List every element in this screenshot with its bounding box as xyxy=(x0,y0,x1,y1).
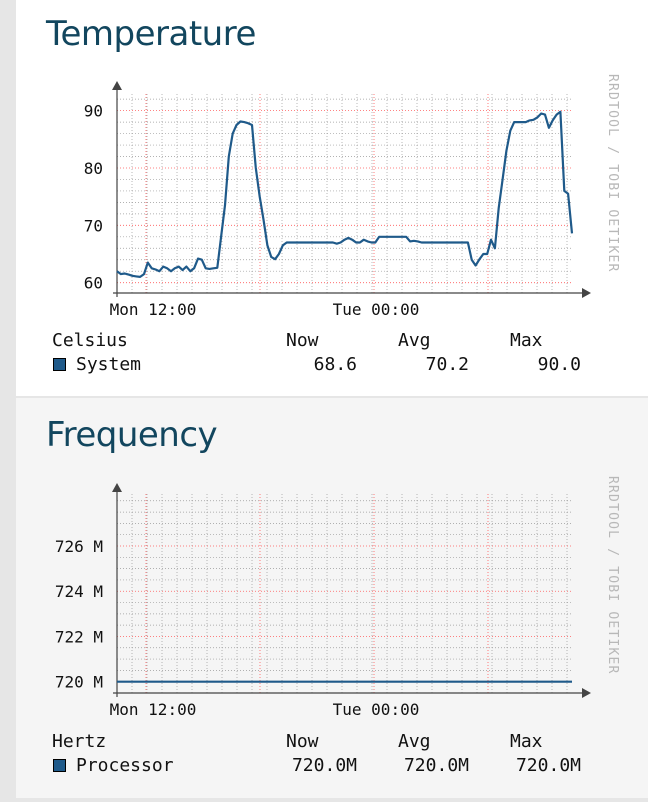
y-tick-label: 722 M xyxy=(55,627,103,646)
y-tick-label: 726 M xyxy=(55,537,103,556)
y-axis-arrow xyxy=(112,81,122,90)
legend-unit: Hertz xyxy=(52,731,107,752)
y-tick-label: 90 xyxy=(84,102,103,121)
legend-series-name: System xyxy=(76,354,142,375)
legend-header-now: Now xyxy=(286,731,319,752)
frequency-legend: Hertz Now Avg Max Processor 720.0M 720.0… xyxy=(52,731,612,779)
x-axis-arrow xyxy=(582,288,591,298)
temperature-title: Temperature xyxy=(46,14,256,54)
legend-series-name: Processor xyxy=(76,755,174,776)
legend-value-max: 90.0 xyxy=(537,354,581,375)
legend-unit: Celsius xyxy=(52,330,128,351)
legend-header-avg: Avg xyxy=(398,731,431,752)
frequency-graph: 720 M 722 M 724 M 726 M Mon 12:00 Tue 00:00 RR… xyxy=(55,476,620,719)
y-tick-label: 724 M xyxy=(55,582,103,601)
y-tick-label: 80 xyxy=(84,159,103,178)
y-tick-label: 70 xyxy=(84,216,103,235)
legend-header-now: Now xyxy=(286,330,319,351)
legend-value-now: 68.6 xyxy=(313,354,357,375)
x-tick-label: Mon 12:00 xyxy=(110,300,197,319)
x-axis-arrow xyxy=(582,688,591,698)
y-tick-label: 720 M xyxy=(55,673,103,692)
legend-header-avg: Avg xyxy=(398,330,431,351)
legend-header-max: Max xyxy=(510,731,543,752)
x-tick-label: Tue 00:00 xyxy=(333,700,420,719)
frequency-panel: Frequency 720 M 722 M 724 M 726 M Mon 12:00 T… xyxy=(16,398,648,798)
frequency-title: Frequency xyxy=(46,415,218,455)
legend-value-max: 720.0M xyxy=(515,755,581,776)
y-tick-label: 60 xyxy=(84,274,103,293)
legend-swatch xyxy=(53,759,66,772)
legend-value-avg: 70.2 xyxy=(425,354,469,375)
y-axis-arrow xyxy=(112,483,122,492)
watermark-text: RRDTOOL / TOBI OETIKER xyxy=(605,476,620,675)
watermark-text: RRDTOOL / TOBI OETIKER xyxy=(605,74,620,273)
x-tick-label: Mon 12:00 xyxy=(110,700,197,719)
legend-swatch xyxy=(53,358,66,371)
legend-value-now: 720.0M xyxy=(291,755,357,776)
series-line xyxy=(116,110,574,278)
temperature-graph: 60 70 80 90 Mon 12:00 Tue 00:00 RRDTOOL / TOBI… xyxy=(84,74,620,319)
temperature-panel: Temperature 60 70 80 90 Mon 12:00 Tue 00:00 RR… xyxy=(16,0,648,396)
temperature-legend: Celsius Now Avg Max System 68.6 70.2 90.… xyxy=(52,330,612,378)
legend-header-max: Max xyxy=(510,330,543,351)
x-tick-label: Tue 00:00 xyxy=(333,300,420,319)
legend-value-avg: 720.0M xyxy=(403,755,469,776)
